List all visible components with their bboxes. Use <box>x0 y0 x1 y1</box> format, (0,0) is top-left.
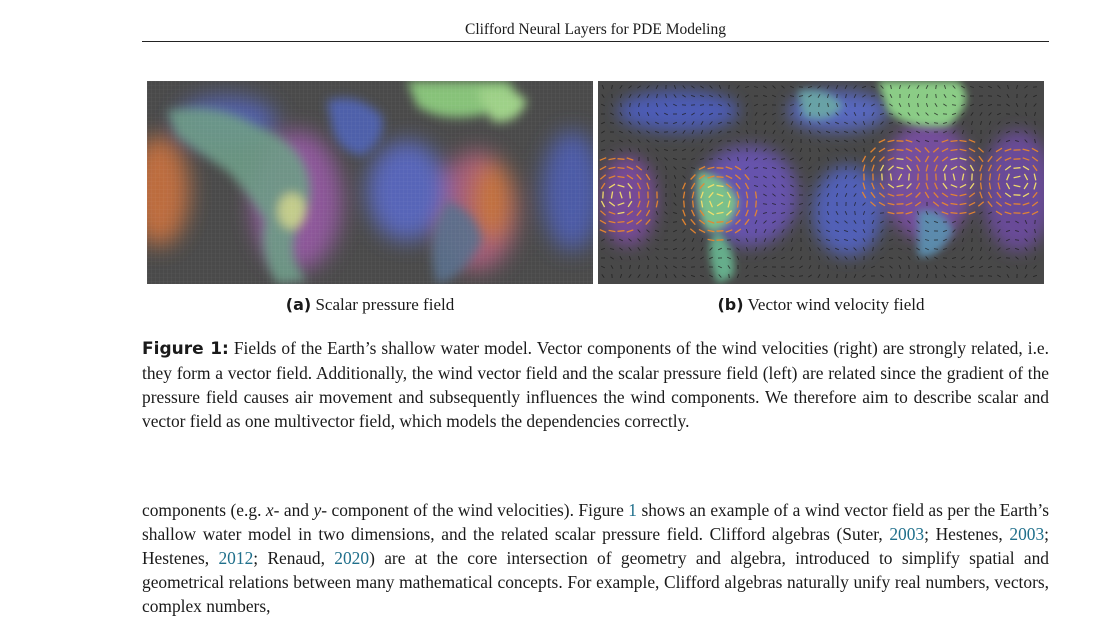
citation-link-hestenes-2003[interactable]: 2003 <box>1009 524 1045 544</box>
body-text-segment: ; Renaud, <box>253 548 335 568</box>
citation-link-hestenes-2012[interactable]: 2012 <box>218 548 254 568</box>
body-paragraph: components (e.g. x- and y- component of … <box>142 498 1049 618</box>
subfigure-a-text: Scalar pressure field <box>315 295 455 314</box>
subfigure-b-text: Vector wind velocity field <box>747 295 925 314</box>
subfigure-b-tag: (b) <box>717 295 744 314</box>
vector-wind-velocity-field-image <box>598 81 1044 284</box>
citation-link-renaud-2020[interactable]: 2020 <box>334 548 370 568</box>
figure-caption-label: Figure 1: <box>142 339 229 359</box>
subfigure-b-caption: (b) Vector wind velocity field <box>598 294 1044 316</box>
scalar-pressure-field-image <box>147 81 593 284</box>
math-variable-x: x <box>265 500 274 520</box>
subfigure-a-caption: (a) Scalar pressure field <box>147 294 593 316</box>
figure-reference-link[interactable]: 1 <box>628 500 637 520</box>
subfigure-a-tag: (a) <box>285 295 312 314</box>
body-text-segment: ; Hestenes, <box>924 524 1010 544</box>
body-text-segment: ) are at the core intersection of geomet… <box>142 548 1049 616</box>
figure-caption-text: Fields of the Earth’s shallow water mode… <box>142 338 1049 431</box>
header-rule <box>142 41 1049 42</box>
wind-arrows <box>599 84 1039 279</box>
math-variable-y: y <box>313 500 322 520</box>
citation-link-suter-2003[interactable]: 2003 <box>889 524 925 544</box>
body-text-segment: - and <box>273 500 314 520</box>
body-text-segment: - component of the wind velocities). Fig… <box>321 500 629 520</box>
body-text-segment: ; Hestenes, <box>142 524 1049 568</box>
body-text-segment: components (e.g. <box>142 500 266 520</box>
running-header: Clifford Neural Layers for PDE Modeling <box>464 21 726 38</box>
body-text-segment: shows an example of a wind vector field … <box>142 500 1049 544</box>
figure-caption: Figure 1: Fields of the Earth’s shallow … <box>142 336 1049 433</box>
